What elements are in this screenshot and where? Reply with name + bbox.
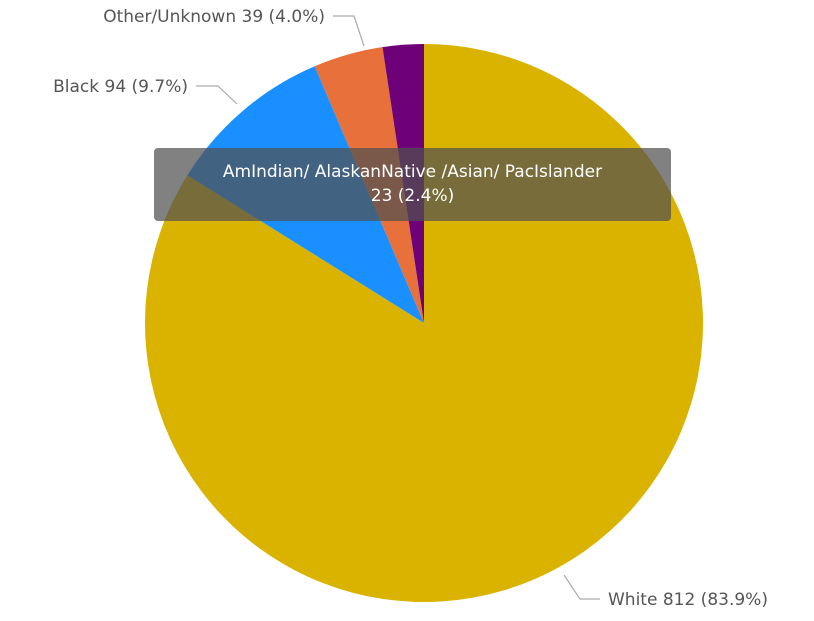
leader-line-other-unknown <box>333 15 365 47</box>
leader-line-white <box>563 574 600 600</box>
slice-label-black: Black 94 (9.7%) <box>53 77 188 97</box>
tooltip-name: AmIndian/ AlaskanNative /Asian/ PacIslan… <box>222 162 603 182</box>
slice-labels: White 812 (83.9%) Black 94 (9.7%) Other/Un… <box>53 7 768 610</box>
slice-tooltip: AmIndian/ AlaskanNative /Asian/ PacIslan… <box>154 148 671 221</box>
pie-slices <box>144 44 703 602</box>
tooltip-value: 23 (2.4%) <box>370 186 455 206</box>
slice-label-white: White 812 (83.9%) <box>608 590 768 610</box>
leader-line-black <box>196 85 238 105</box>
slice-label-other-unknown: Other/Unknown 39 (4.0%) <box>103 7 325 27</box>
